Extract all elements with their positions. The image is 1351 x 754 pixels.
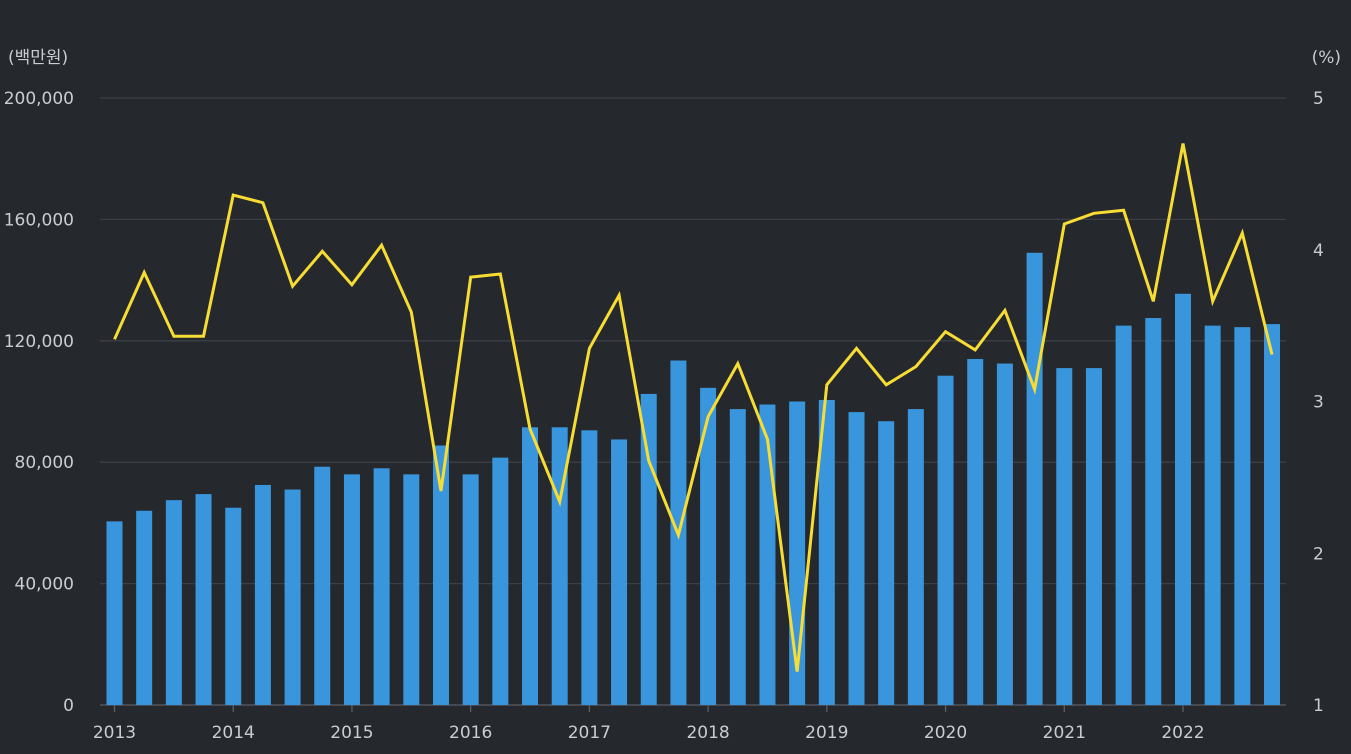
x-axis-tick-label: 2018	[686, 723, 729, 743]
x-axis-tick-label: 2020	[924, 723, 967, 743]
bar	[551, 427, 568, 705]
bar	[165, 500, 182, 705]
bar	[700, 387, 717, 705]
line-series	[113, 143, 1274, 672]
bar	[818, 399, 835, 705]
bar	[254, 484, 271, 705]
left-axis-tick-label: 0	[63, 696, 74, 716]
bar	[1056, 368, 1073, 705]
left-axis-tick-label: 80,000	[15, 453, 74, 473]
bar	[106, 521, 123, 705]
bar	[432, 445, 449, 705]
x-axis-tick-label: 2019	[805, 723, 848, 743]
bar	[1204, 325, 1221, 705]
bar	[136, 510, 153, 705]
right-axis-tick-label: 1	[1313, 696, 1324, 716]
right-axis-tick-label: 2	[1313, 544, 1324, 564]
bar	[878, 421, 895, 705]
x-axis-tick-label: 2021	[1043, 723, 1086, 743]
line-series-path	[113, 143, 1274, 672]
bar	[403, 474, 420, 705]
left-axis-tick-label: 40,000	[15, 575, 74, 595]
bar	[284, 489, 301, 705]
bar	[640, 393, 657, 705]
right-axis-tick-label: 3	[1313, 393, 1324, 413]
x-axis-tick-label: 2014	[212, 723, 255, 743]
bar	[1145, 318, 1162, 705]
x-axis-tick-label: 2022	[1161, 723, 1204, 743]
bar	[462, 474, 479, 705]
bar	[314, 466, 331, 705]
bar	[373, 468, 390, 705]
bar	[1174, 293, 1191, 705]
left-axis-unit-label: (백만원)	[8, 48, 68, 68]
bar	[581, 430, 598, 705]
bar	[907, 409, 924, 705]
bar	[611, 439, 628, 705]
axis-ticks: 0 40,000 80,000 120,000 160,000 200,000 1 2 3 4 5 2…	[4, 89, 1324, 743]
left-axis-tick-label: 120,000	[4, 332, 74, 352]
bar	[1026, 252, 1043, 705]
bar	[225, 507, 242, 705]
right-axis-tick-label: 5	[1313, 89, 1324, 109]
bar	[937, 375, 954, 705]
x-axis-tick-label: 2013	[93, 723, 136, 743]
bar	[1234, 327, 1251, 705]
left-axis-tick-label: 200,000	[4, 89, 74, 109]
bar	[522, 427, 539, 705]
bar	[1085, 368, 1102, 705]
right-axis-tick-label: 4	[1313, 241, 1324, 261]
bar	[492, 457, 509, 705]
bar	[1115, 325, 1132, 705]
x-axis-tick-label: 2016	[449, 723, 492, 743]
bar	[343, 474, 360, 705]
left-axis-tick-label: 160,000	[4, 210, 74, 230]
bar	[848, 412, 865, 705]
bar	[195, 494, 212, 705]
bar	[1264, 324, 1281, 705]
x-axis-tick-label: 2017	[568, 723, 611, 743]
bar	[967, 359, 984, 705]
right-axis-unit-label: (%)	[1312, 48, 1341, 68]
bar	[729, 409, 746, 705]
gridlines	[100, 97, 1286, 706]
x-axis-tick-label: 2015	[330, 723, 373, 743]
bar	[996, 363, 1013, 705]
